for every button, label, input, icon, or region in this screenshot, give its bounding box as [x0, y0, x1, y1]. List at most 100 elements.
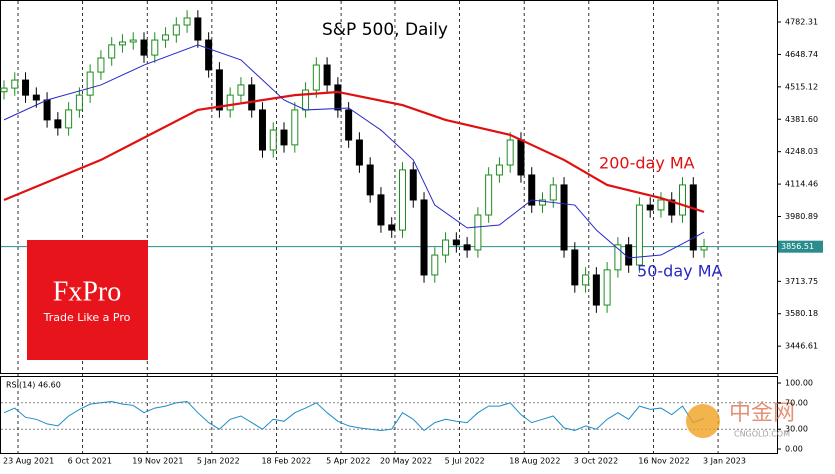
candle-body	[140, 39, 148, 56]
candle-body	[54, 119, 62, 129]
candle-body	[11, 79, 19, 89]
candle-body	[183, 17, 191, 26]
x-tick-label: 16 Nov 2022	[638, 457, 689, 466]
candle-body	[388, 224, 396, 231]
ma-label: 200-day MA	[599, 153, 695, 172]
candle-body	[312, 64, 320, 91]
candle-body	[280, 129, 288, 146]
x-tick-label: 3 Oct 2022	[574, 457, 618, 466]
y-tick-label: 4515.12	[785, 82, 818, 91]
rsi-title: RSI(14) 46.60	[6, 381, 61, 390]
candle-body	[571, 249, 579, 286]
candle-body	[560, 184, 568, 251]
candle-body	[657, 199, 665, 211]
rsi-frame	[0, 376, 778, 454]
candle-body	[539, 199, 546, 206]
x-tick-label: 18 Feb 2022	[261, 457, 311, 466]
y-tick-label: 4114.46	[785, 180, 818, 189]
x-tick-label: 5 Jul 2022	[445, 457, 485, 466]
candle-body	[291, 109, 299, 146]
candle-body	[398, 169, 406, 231]
x-tick-label: 20 May 2022	[380, 457, 432, 466]
candle-body	[269, 129, 277, 151]
candle-body	[97, 57, 105, 73]
rsi-tick-label: 70.00	[785, 398, 808, 407]
ma-label: 50-day MA	[637, 262, 722, 281]
candle-body	[75, 94, 83, 111]
y-tick-label: 3580.18	[785, 309, 818, 318]
candle-body	[215, 69, 223, 111]
watermark-icon	[686, 404, 720, 438]
candle-body	[258, 109, 266, 151]
current-price-box	[778, 240, 823, 253]
candle-body	[323, 64, 331, 86]
logo-subtitle: Trade Like a Pro	[43, 311, 131, 324]
y-tick-label: 3446.61	[785, 342, 818, 351]
candle-body	[485, 174, 493, 216]
watermark-subtitle: CNGOLD.COM	[734, 430, 790, 439]
ma-line	[3, 90, 705, 213]
x-tick-label: 5 Jan 2022	[197, 457, 240, 466]
chart-title: S&P 500, Daily	[322, 20, 448, 40]
candle-body	[603, 269, 611, 306]
candle-body	[108, 44, 116, 59]
candle-body	[162, 34, 170, 41]
candle-body	[517, 139, 525, 176]
candle-body	[442, 239, 450, 256]
candle-body	[205, 39, 213, 71]
candle-body	[474, 214, 482, 251]
candle-body	[237, 84, 245, 96]
candle-body	[409, 169, 417, 201]
x-tick-label: 6 Oct 2021	[68, 457, 112, 466]
candle-body	[592, 274, 600, 306]
candle-body	[452, 239, 460, 246]
candle-body	[194, 17, 202, 41]
candle-body	[345, 109, 353, 141]
x-tick-label: 3 Jan 2023	[703, 457, 746, 466]
marks	[0, 10, 708, 432]
candle-body	[420, 199, 428, 276]
candle-body	[226, 94, 234, 111]
candle-body	[679, 184, 687, 216]
y-tick-label: 3980.89	[785, 212, 818, 221]
candle-body	[506, 139, 514, 166]
candle-body	[528, 174, 536, 206]
candle-body	[355, 139, 363, 166]
y-tick-label: 4381.60	[785, 115, 818, 124]
candle-body	[172, 24, 180, 36]
x-tick-label: 18 Aug 2022	[509, 457, 560, 466]
logo-box	[27, 240, 148, 360]
candle-body	[635, 204, 643, 266]
candle-body	[22, 79, 30, 96]
candle-body	[549, 184, 557, 201]
candle-body	[366, 164, 374, 196]
candle-body	[377, 194, 385, 226]
candle-body	[248, 84, 256, 111]
x-tick-label: 5 Apr 2022	[326, 457, 370, 466]
rsi-line	[3, 400, 705, 432]
watermark-title: 中金网	[729, 401, 795, 426]
candle-body	[334, 84, 342, 111]
x-tick-label: 23 Aug 2021	[3, 457, 54, 466]
y-tick-label: 4248.03	[785, 147, 818, 156]
candle-body	[646, 204, 654, 211]
rsi-tick-label: 30.00	[785, 425, 808, 434]
candle-body	[495, 164, 503, 176]
current-price-label: 3856.51	[781, 242, 814, 251]
candle-body	[129, 39, 137, 43]
candle-body	[302, 89, 310, 111]
y-tick-label: 3713.75	[785, 277, 818, 286]
candle-body	[151, 39, 159, 56]
candle-body	[625, 244, 633, 266]
rsi-tick-label: 100.00	[785, 379, 813, 388]
candle-body	[118, 41, 126, 46]
candle-body	[614, 244, 622, 271]
logo-title: FxPro	[53, 276, 121, 307]
candle-body	[582, 274, 590, 286]
candle-body	[700, 246, 708, 251]
rsi-tick-label: 0.00	[785, 445, 803, 454]
candle-body	[65, 109, 73, 129]
ma-line	[3, 44, 705, 259]
y-tick-label: 4648.74	[785, 50, 818, 59]
